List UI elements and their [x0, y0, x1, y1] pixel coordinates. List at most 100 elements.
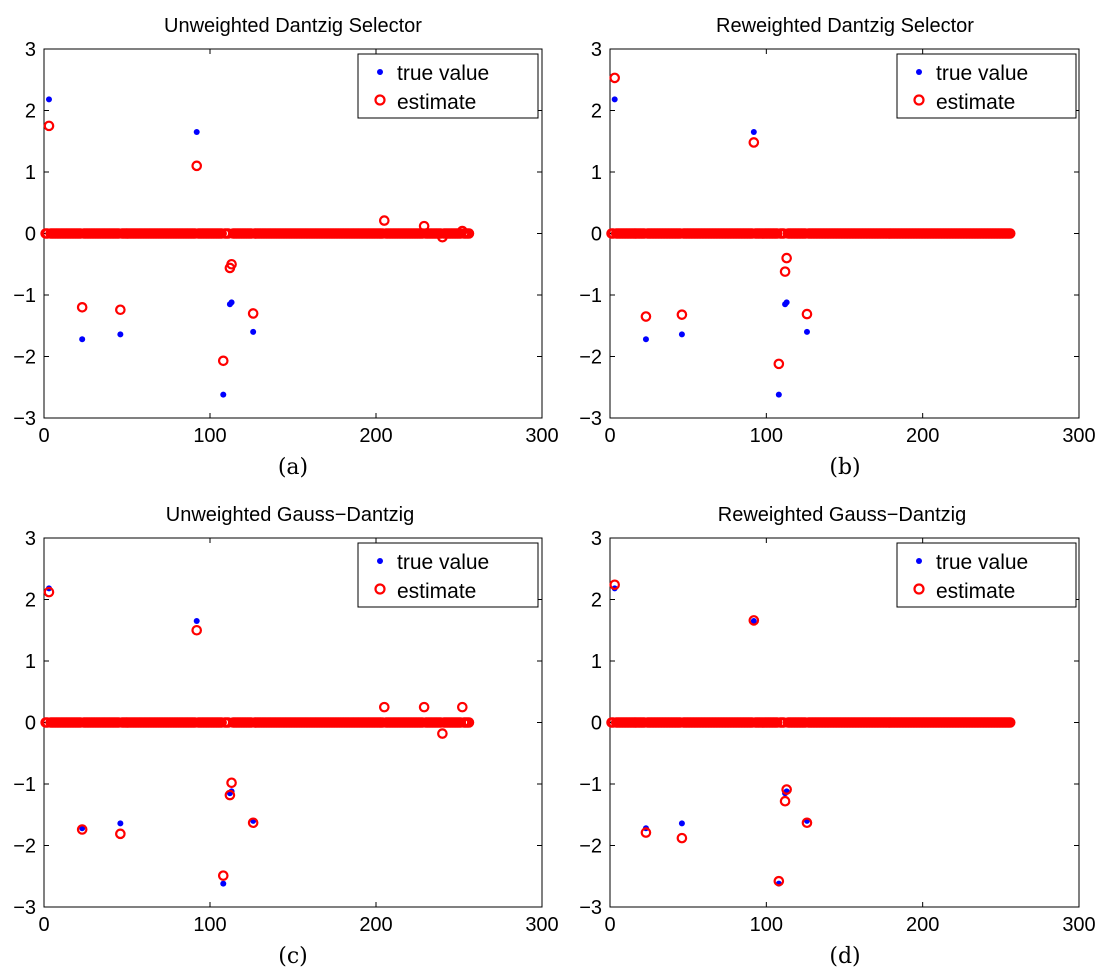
estimate-point: [609, 72, 620, 84]
true-value-point: [642, 336, 649, 343]
true-value-point: [117, 331, 124, 338]
y-tick-label: 2: [25, 101, 36, 123]
estimate-point: [226, 777, 237, 789]
y-tick-label: 2: [591, 101, 602, 123]
x-tick-label: 100: [750, 914, 783, 936]
true-value-point: [678, 820, 685, 827]
panel-title: Unweighted Dantzig Selector: [164, 15, 422, 37]
x-tick-label: 300: [1062, 425, 1095, 447]
y-tick-label: −1: [579, 774, 602, 796]
x-tick-label: 0: [604, 425, 615, 447]
panel-caption: (b): [829, 455, 860, 480]
panel-a: Unweighted Dantzig Selector 0 100 200 300 −3…: [13, 15, 559, 480]
legend: true value estimate: [357, 53, 539, 119]
y-tick-label: 3: [591, 39, 602, 61]
x-tick-label: 300: [525, 425, 558, 447]
data-marks: [40, 96, 475, 398]
panel-d: Reweighted Gauss−Dantzig 0 100 200 300 −3 −2 −…: [579, 504, 1096, 969]
x-tick-label: 300: [525, 914, 558, 936]
legend-box: [896, 542, 1077, 608]
axis-ticks: 0 100 200 300 −3 −2 −1 0 1 2 3: [13, 528, 559, 936]
legend-label-true-value: true value: [397, 62, 489, 85]
y-tick-label: 0: [25, 713, 36, 735]
x-tick-label: 0: [38, 914, 49, 936]
estimate-point: [247, 308, 259, 319]
y-tick-label: 1: [25, 651, 36, 673]
estimate-point: [801, 817, 813, 829]
x-tick-label: 200: [359, 425, 392, 447]
estimate-zero-point: [1004, 717, 1016, 728]
y-tick-label: 0: [591, 224, 602, 246]
estimate-point: [640, 311, 652, 322]
legend-box: [357, 53, 539, 119]
y-tick-label: −2: [579, 347, 602, 369]
estimate-point: [226, 258, 237, 270]
true-value-point: [250, 328, 257, 335]
y-tick-label: −3: [579, 408, 602, 430]
true-value-point: [220, 880, 227, 887]
true-value-point: [220, 391, 227, 398]
legend-label-estimate: estimate: [936, 580, 1015, 603]
estimate-point: [115, 304, 126, 316]
y-tick-label: 3: [25, 528, 36, 550]
panel-title: Unweighted Gauss−Dantzig: [166, 504, 414, 526]
legend-marker-estimate: [374, 583, 386, 595]
legend-marker-estimate: [374, 94, 386, 106]
estimate-point: [779, 266, 791, 277]
x-tick-label: 200: [359, 914, 392, 936]
legend: true value estimate: [896, 542, 1077, 608]
estimate-zero-point: [216, 717, 227, 728]
legend: true value estimate: [357, 542, 539, 608]
x-tick-label: 200: [906, 425, 939, 447]
y-tick-label: 2: [591, 590, 602, 612]
legend-label-estimate: estimate: [936, 91, 1015, 114]
data-marks: [606, 579, 1016, 887]
true-value-point: [750, 618, 757, 625]
estimate-point: [224, 789, 236, 801]
estimate-point: [609, 579, 620, 591]
axis-ticks: 0 100 200 300 −3 −2 −1 0 1 2 3: [579, 528, 1096, 936]
y-tick-label: 1: [591, 162, 602, 184]
legend: true value estimate: [896, 53, 1077, 119]
true-value-point: [750, 129, 757, 136]
true-value-point: [775, 391, 782, 398]
true-value-point: [79, 336, 86, 343]
data-marks: [40, 585, 475, 887]
estimate-point: [418, 701, 430, 713]
estimate-point: [191, 160, 203, 172]
legend-marker-true-value: [916, 558, 922, 564]
legend-label-true-value: true value: [936, 551, 1028, 574]
estimate-zero-point: [1004, 228, 1016, 239]
legend-label-estimate: estimate: [397, 580, 476, 603]
legend-marker-true-value: [377, 558, 383, 564]
legend-marker-true-value: [916, 69, 922, 75]
panel-title: Reweighted Gauss−Dantzig: [718, 504, 966, 526]
panel-caption: (d): [829, 944, 860, 969]
estimate-point: [779, 795, 791, 807]
true-value-point: [193, 129, 200, 136]
estimate-point: [43, 586, 55, 598]
estimate-point: [773, 875, 785, 887]
estimate-point: [247, 817, 259, 829]
y-tick-label: 3: [25, 39, 36, 61]
y-tick-label: 1: [591, 651, 602, 673]
estimate-point: [781, 784, 792, 795]
legend-label-true-value: true value: [397, 551, 489, 574]
estimate-point: [676, 309, 688, 320]
x-tick-label: 0: [604, 914, 615, 936]
legend-marker-estimate: [913, 94, 925, 106]
panel-title: Reweighted Dantzig Selector: [716, 15, 974, 37]
estimate-point: [418, 220, 430, 232]
x-tick-label: 0: [38, 425, 49, 447]
estimate-point: [217, 355, 229, 367]
legend-box: [357, 542, 539, 608]
y-tick-label: −1: [13, 774, 36, 796]
true-value-point: [117, 820, 124, 827]
legend-marker-estimate: [913, 583, 925, 595]
y-tick-label: 0: [25, 224, 36, 246]
estimate-point: [781, 252, 792, 264]
y-tick-label: −1: [13, 285, 36, 307]
estimate-point: [748, 615, 760, 626]
y-tick-label: −2: [579, 836, 602, 858]
